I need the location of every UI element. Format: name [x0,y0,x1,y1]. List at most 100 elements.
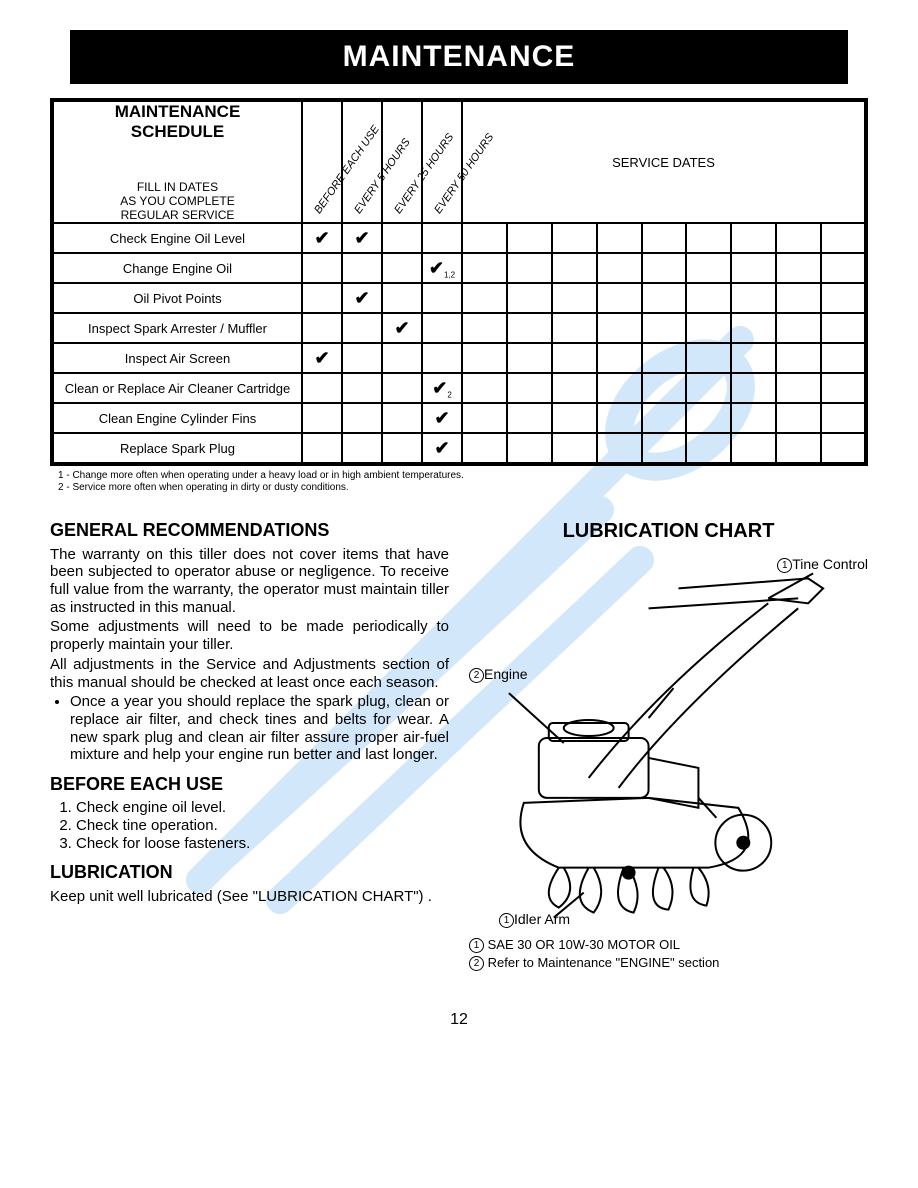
service-date-cell [507,373,552,403]
service-date-cell [642,283,687,313]
service-date-cell [552,343,597,373]
service-date-cell [462,313,507,343]
heading-general: GENERAL RECOMMENDATIONS [50,520,449,541]
table-row: Oil Pivot Points✔ [52,283,866,313]
service-date-cell [776,283,821,313]
tiller-diagram [469,548,868,928]
task-cell: Check Engine Oil Level [52,223,302,253]
service-date-cell [731,253,776,283]
service-date-cell [507,283,552,313]
service-date-cell [642,253,687,283]
interval-cell: ✔ [342,223,382,253]
interval-cell [422,343,462,373]
interval-cell [342,343,382,373]
service-date-cell [462,373,507,403]
tiller-diagram-container: 1Tine Control 2Engine 1Idler Arm [469,548,868,928]
general-bullet-1: Once a year you should replace the spark… [70,693,449,764]
table-row: Inspect Air Screen✔ [52,343,866,373]
service-date-cell [552,253,597,283]
service-date-cell [686,223,731,253]
service-date-cell [686,343,731,373]
service-date-cell [731,343,776,373]
service-date-cell [731,223,776,253]
interval-cell: ✔1,2 [422,253,462,283]
service-date-cell [507,433,552,464]
service-date-cell [552,313,597,343]
service-date-cell [686,403,731,433]
left-column: GENERAL RECOMMENDATIONS The warranty on … [50,510,449,971]
service-date-cell [776,343,821,373]
heading-before-use: BEFORE EACH USE [50,774,449,795]
service-date-cell [776,313,821,343]
service-date-cell [507,253,552,283]
interval-cell [382,403,422,433]
interval-cell [382,373,422,403]
interval-cell [422,313,462,343]
legend-1: SAE 30 OR 10W-30 MOTOR OIL [488,937,680,952]
service-date-cell [821,433,866,464]
service-date-cell [597,403,642,433]
callout-engine: 2Engine [469,666,528,683]
interval-cell [382,253,422,283]
interval-cell [302,373,342,403]
interval-cell [382,223,422,253]
interval-cell [342,373,382,403]
before-item-3: Check for loose fasteners. [76,835,449,853]
service-date-cell [776,223,821,253]
service-date-cell [642,403,687,433]
interval-header-2: EVERY 25 HOURS [382,100,422,223]
general-para-3: All adjustments in the Service and Adjus… [50,656,449,691]
callout-tine-control: 1Tine Control [777,556,868,573]
service-date-cell [462,403,507,433]
interval-cell [382,283,422,313]
interval-cell [342,433,382,464]
interval-header-3: EVERY 50 HOURS [422,100,462,223]
general-para-1: The warranty on this tiller does not cov… [50,546,449,617]
interval-cell: ✔ [302,223,342,253]
schedule-title-1: MAINTENANCE [115,102,241,121]
heading-lubrication: LUBRICATION [50,862,449,883]
service-date-cell [597,223,642,253]
before-item-2: Check tine operation. [76,817,449,835]
task-cell: Clean Engine Cylinder Fins [52,403,302,433]
service-date-cell [642,223,687,253]
interval-cell: ✔ [422,403,462,433]
service-date-cell [462,223,507,253]
service-date-cell [642,433,687,464]
service-date-cell [597,433,642,464]
service-date-cell [642,313,687,343]
service-date-cell [462,253,507,283]
interval-cell [302,313,342,343]
table-header-title-cell: MAINTENANCE SCHEDULE FILL IN DATESAS YOU… [52,100,302,223]
service-date-cell [507,343,552,373]
table-row: Change Engine Oil ✔1,2 [52,253,866,283]
service-date-cell [731,403,776,433]
interval-cell [302,283,342,313]
task-cell: Change Engine Oil [52,253,302,283]
lubrication-para: Keep unit well lubricated (See "LUBRICAT… [50,888,449,906]
interval-cell [342,403,382,433]
footnote-2: 2 - Service more often when operating in… [58,482,868,494]
service-date-cell [686,313,731,343]
task-cell: Clean or Replace Air Cleaner Cartridge [52,373,302,403]
service-date-cell [821,313,866,343]
service-date-cell [597,343,642,373]
service-date-cell [776,373,821,403]
before-item-1: Check engine oil level. [76,799,449,817]
table-footnotes: 1 - Change more often when operating und… [58,470,868,494]
task-cell: Oil Pivot Points [52,283,302,313]
right-column: LUBRICATION CHART [469,510,868,971]
service-date-cell [552,403,597,433]
service-date-cell [821,403,866,433]
general-para-2: Some adjustments will need to be made pe… [50,618,449,653]
interval-cell [342,253,382,283]
service-date-cell [552,433,597,464]
task-cell: Inspect Air Screen [52,343,302,373]
interval-header-0: BEFORE EACH USE [302,100,342,223]
service-date-cell [776,403,821,433]
service-date-cell [731,313,776,343]
service-date-cell [552,223,597,253]
callout-idler-arm: 1Idler Arm [499,911,570,928]
page-banner: MAINTENANCE [70,30,848,84]
task-cell: Inspect Spark Arrester / Muffler [52,313,302,343]
